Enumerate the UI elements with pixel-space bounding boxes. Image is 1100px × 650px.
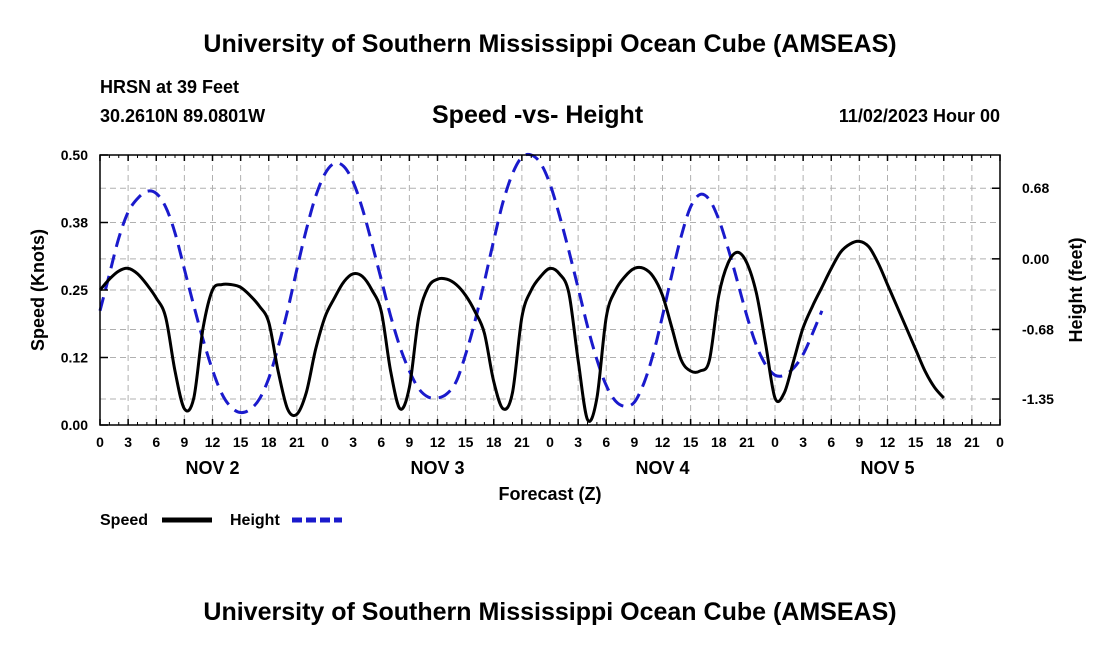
legend-speed-label: Speed: [100, 512, 148, 529]
day-label: NOV 4: [635, 458, 689, 478]
coordinates-label: 30.2610N 89.0801W: [100, 106, 266, 126]
x-tick-label: 9: [630, 434, 638, 450]
x-tick-label: 21: [739, 434, 755, 450]
y-tick-label: 0.50: [61, 147, 88, 163]
y-tick-label: 0.25: [61, 282, 88, 298]
y-tick-label: 0.12: [61, 350, 88, 366]
x-tick-label: 6: [827, 434, 835, 450]
y2-tick-label: 0.68: [1022, 180, 1049, 196]
x-tick-label: 15: [458, 434, 474, 450]
speed-series-layer: [98, 239, 945, 423]
speed-height-chart: 0 3 6 9 12 15 18 21 0 3 6 9 12 15 18 21 0 3 6 9 12 15 18 21 0 3 6 9…: [28, 147, 1086, 529]
day-label: NOV 2: [185, 458, 239, 478]
speed-series-line: [98, 239, 945, 423]
x-tick-label: 0: [996, 434, 1004, 450]
x-tick-label: 9: [855, 434, 863, 450]
chart-title-top: University of Southern Mississippi Ocean…: [203, 30, 897, 58]
x-tick-label: 0: [96, 434, 104, 450]
forecast-datetime: 11/02/2023 Hour 00: [838, 106, 1000, 126]
x-tick-label: 15: [233, 434, 249, 450]
x-tick-label: 0: [771, 434, 779, 450]
y-axis-label: Speed (Knots): [28, 229, 48, 351]
height-series-layer: [98, 152, 824, 415]
x-tick-label: 15: [683, 434, 699, 450]
x-axis-label: Forecast (Z): [498, 484, 601, 504]
x-tick-label: 9: [405, 434, 413, 450]
x-tick-label: 18: [936, 434, 952, 450]
x-tick-label: 12: [655, 434, 671, 450]
y2-axis-label: Height (feet): [1066, 238, 1086, 343]
x-tick-label: 12: [205, 434, 221, 450]
height-series-line: [98, 152, 824, 415]
x-tick-label: 0: [546, 434, 554, 450]
x-tick-label: 21: [514, 434, 530, 450]
x-tick-label: 9: [180, 434, 188, 450]
y2-tick-label: 0.00: [1022, 251, 1049, 267]
y-tick-label: 0.00: [61, 417, 88, 433]
x-tick-label: 3: [349, 434, 357, 450]
x-tick-label: 3: [574, 434, 582, 450]
x-tick-label: 18: [711, 434, 727, 450]
x-tick-label: 12: [430, 434, 446, 450]
y-tick-label: 0.38: [61, 215, 88, 231]
x-tick-label: 0: [321, 434, 329, 450]
x-tick-label: 3: [124, 434, 132, 450]
day-label: NOV 5: [860, 458, 914, 478]
x-tick-label: 6: [602, 434, 610, 450]
grid-layer: [100, 155, 1000, 425]
x-tick-label: 15: [908, 434, 924, 450]
x-tick-label: 6: [377, 434, 385, 450]
chart-title-bottom: University of Southern Mississippi Ocean…: [203, 598, 897, 626]
x-tick-label: 6: [152, 434, 160, 450]
x-tick-label: 12: [880, 434, 896, 450]
day-label: NOV 3: [410, 458, 464, 478]
station-label: HRSN at 39 Feet: [100, 77, 240, 97]
legend-height-label: Height: [230, 512, 280, 529]
x-tick-label: 18: [486, 434, 502, 450]
x-tick-label: 3: [799, 434, 807, 450]
tick-layer: 0 3 6 9 12 15 18 21 0 3 6 9 12 15 18 21 0 3 6 9 12 15 18 21 0 3 6 9…: [61, 147, 1054, 478]
chart-subtitle: Speed -vs- Height: [432, 101, 644, 129]
y2-tick-label: -1.35: [1022, 391, 1054, 407]
x-tick-label: 21: [289, 434, 305, 450]
y2-tick-label: -0.68: [1022, 321, 1054, 337]
x-tick-label: 18: [261, 434, 277, 450]
x-tick-label: 21: [964, 434, 980, 450]
